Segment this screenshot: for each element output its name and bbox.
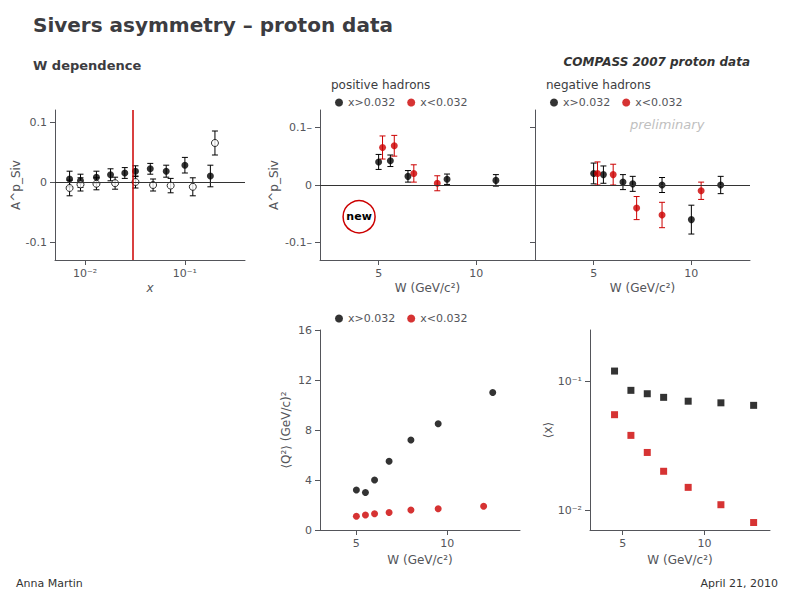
svg-text:-0.1–: -0.1– [285,236,312,249]
svg-text:5: 5 [353,537,360,550]
svg-text:A^p_Siv: A^p_Siv [9,160,23,210]
svg-text:⟨Q²⟩ (GeV/c)²: ⟨Q²⟩ (GeV/c)² [279,391,293,468]
svg-text:⟨x⟩: ⟨x⟩ [541,422,555,438]
svg-text:-0.1: -0.1 [26,236,47,249]
svg-text:10: 10 [684,267,698,280]
svg-text:8: 8 [305,424,312,437]
svg-text:Sivers asymmetry – proton data: Sivers asymmetry – proton data [33,13,393,37]
svg-text:negative hadrons: negative hadrons [546,78,651,92]
svg-text:0.1: 0.1 [30,116,48,129]
svg-text:x>0.032: x>0.032 [348,96,395,109]
svg-text:10⁻¹: 10⁻¹ [558,375,582,388]
svg-text:0: 0 [305,524,312,537]
svg-text:W dependence: W dependence [33,58,141,73]
svg-text:0: 0 [40,176,47,189]
svg-text:0.1–: 0.1– [289,121,312,134]
svg-text:10: 10 [469,267,483,280]
svg-text:x<0.032: x<0.032 [420,96,467,109]
svg-text:W (GeV/c²): W (GeV/c²) [395,281,460,295]
svg-text:W (GeV/c²): W (GeV/c²) [647,553,712,567]
svg-text:x<0.032: x<0.032 [420,312,467,325]
svg-text:COMPASS 2007 proton data: COMPASS 2007 proton data [563,55,750,69]
svg-text:4: 4 [305,474,312,487]
svg-text:12: 12 [298,374,312,387]
svg-text:preliminary: preliminary [629,117,705,132]
svg-text:5: 5 [590,267,597,280]
svg-text:W (GeV/c²): W (GeV/c²) [387,553,452,567]
svg-text:10⁻²: 10⁻² [558,504,582,517]
svg-text:10: 10 [698,537,712,550]
svg-text:April 21, 2010: April 21, 2010 [700,577,778,590]
svg-text:new: new [346,210,371,223]
svg-text:10⁻²: 10⁻² [73,267,97,280]
svg-text:5: 5 [619,537,626,550]
svg-text:5: 5 [375,267,382,280]
svg-text:10⁻¹: 10⁻¹ [173,267,197,280]
svg-text:x>0.032: x>0.032 [348,312,395,325]
svg-text:x: x [145,281,154,295]
svg-text:16: 16 [298,324,312,337]
svg-text:0: 0 [305,179,312,192]
svg-text:Anna Martin: Anna Martin [16,577,83,590]
svg-text:W (GeV/c²): W (GeV/c²) [610,281,675,295]
svg-text:A^p_Siv: A^p_Siv [267,160,281,210]
svg-text:x>0.032: x>0.032 [563,96,610,109]
svg-text:x<0.032: x<0.032 [635,96,682,109]
svg-text:positive hadrons: positive hadrons [331,78,430,92]
svg-text:10: 10 [440,537,454,550]
